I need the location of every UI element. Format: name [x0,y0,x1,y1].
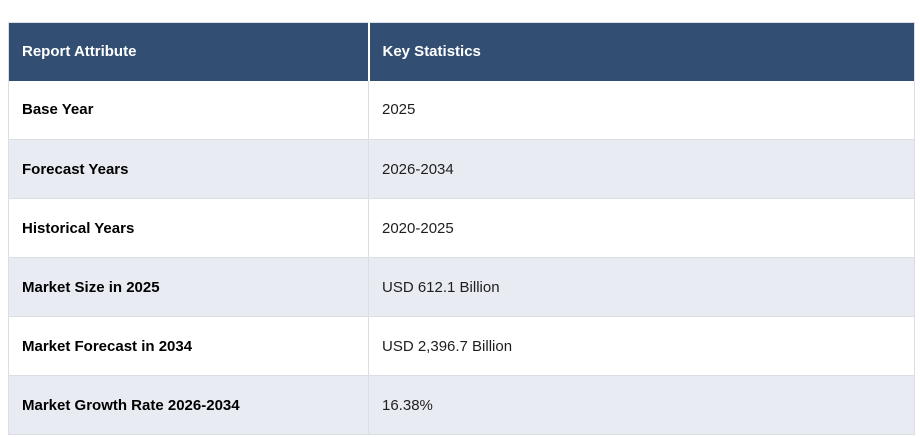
column-header-key-statistics: Key Statistics [368,22,915,81]
attribute-cell: Market Growth Rate 2026-2034 [8,375,369,435]
attribute-cell: Market Size in 2025 [8,257,369,317]
attribute-cell: Base Year [8,80,369,140]
table-row-market-forecast: Market Forecast in 2034 USD 2,396.7 Bill… [8,316,915,376]
value-cell: 2026-2034 [368,139,915,199]
attribute-cell: Forecast Years [8,139,369,199]
table-row-forecast-years: Forecast Years 2026-2034 [8,139,915,199]
value-cell: 2025 [368,80,915,140]
value-cell: 2020-2025 [368,198,915,258]
value-cell: USD 612.1 Billion [368,257,915,317]
column-header-report-attribute: Report Attribute [8,22,370,81]
table-header: Report Attribute Key Statistics [8,22,915,81]
report-statistics-table: Report Attribute Key Statistics Base Yea… [8,22,915,435]
report-statistics-table-container: Report Attribute Key Statistics Base Yea… [8,22,915,435]
attribute-cell: Market Forecast in 2034 [8,316,369,376]
header-row: Report Attribute Key Statistics [8,22,915,81]
table-row-market-growth-rate: Market Growth Rate 2026-2034 16.38% [8,375,915,435]
attribute-cell: Historical Years [8,198,369,258]
value-cell: USD 2,396.7 Billion [368,316,915,376]
value-cell: 16.38% [368,375,915,435]
table-row-historical-years: Historical Years 2020-2025 [8,198,915,258]
table-row-base-year: Base Year 2025 [8,80,915,140]
table-row-market-size: Market Size in 2025 USD 612.1 Billion [8,257,915,317]
table-body: Base Year 2025 Forecast Years 2026-2034 … [8,80,915,435]
